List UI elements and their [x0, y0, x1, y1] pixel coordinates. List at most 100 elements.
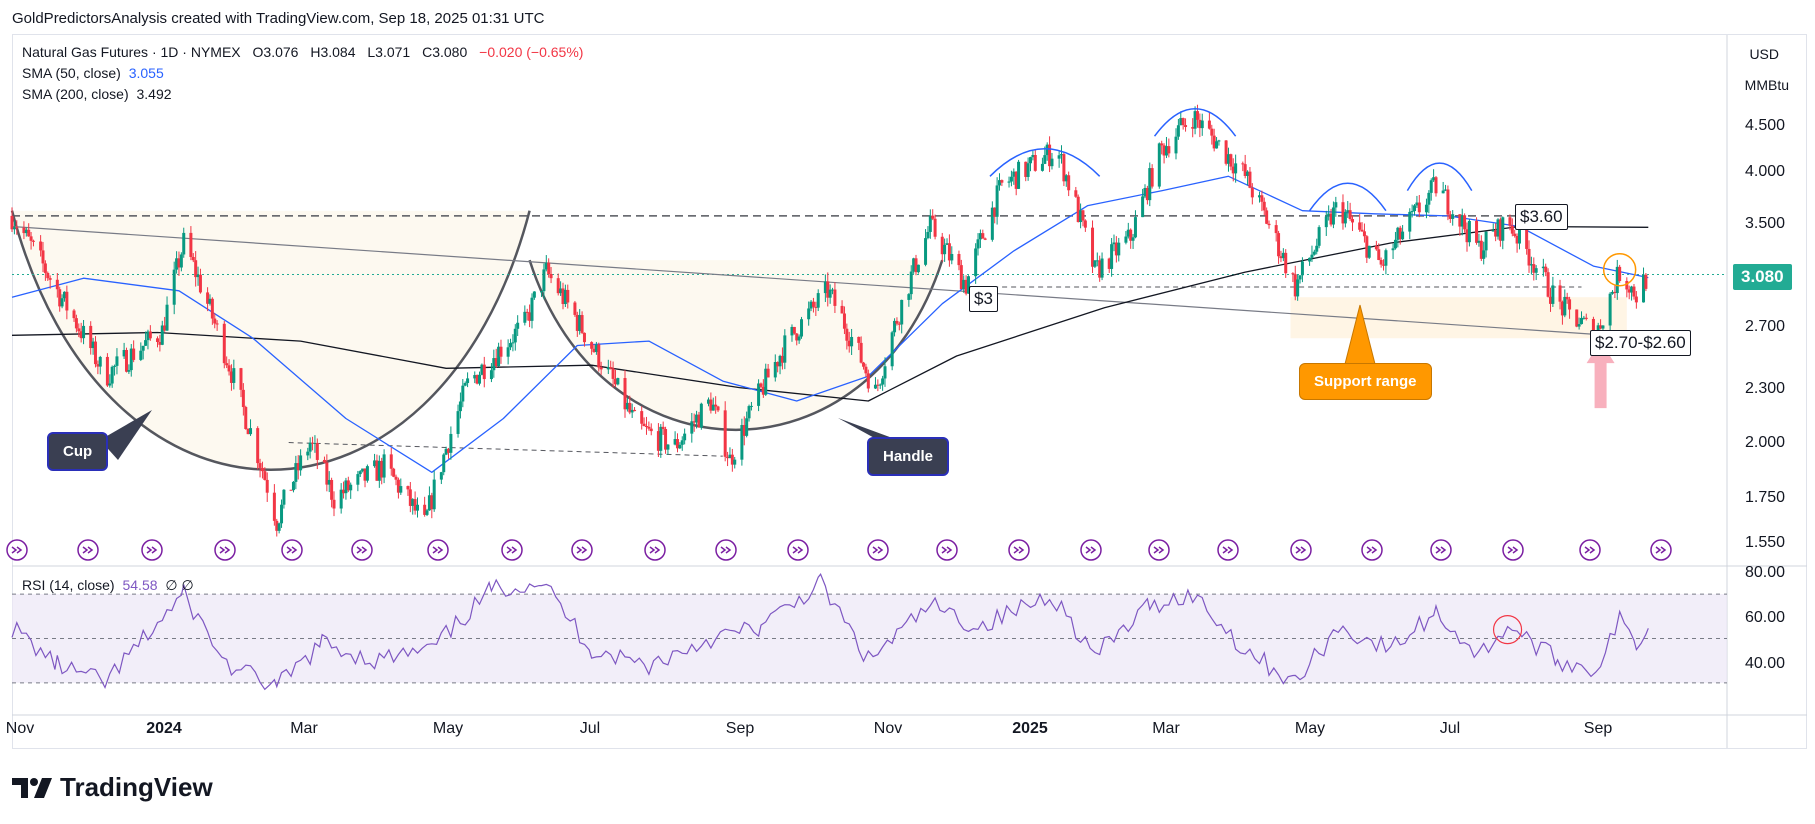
- candle-body: [315, 443, 319, 460]
- price-tick: 3.500: [1745, 215, 1786, 232]
- candle-body: [826, 281, 830, 298]
- candle-body: [1246, 171, 1250, 176]
- cup-curve: [10, 210, 531, 471]
- candle-body: [1284, 252, 1288, 274]
- price-tick: 2.300: [1745, 380, 1786, 397]
- candle-body: [1062, 154, 1066, 182]
- candle-body: [993, 207, 997, 217]
- candle-body: [1379, 259, 1383, 265]
- event-marker-glyph: [872, 546, 884, 554]
- candle-body: [1343, 212, 1347, 224]
- tradingview-logo[interactable]: TradingView: [12, 772, 213, 803]
- candle-body: [415, 504, 419, 511]
- candle-body: [1391, 248, 1395, 251]
- candle-body: [358, 471, 362, 475]
- candle-body: [974, 248, 978, 277]
- candle-body: [1050, 158, 1054, 167]
- candle-body: [1615, 266, 1619, 294]
- candle-body: [449, 433, 453, 453]
- candle-body: [1315, 245, 1319, 252]
- candle-body: [439, 472, 443, 480]
- candle-body: [797, 336, 801, 341]
- candle-body: [58, 289, 62, 307]
- ohlc-change: −0.020 (−0.65%): [479, 44, 584, 60]
- chart-frame: [12, 34, 1807, 749]
- candle-body: [413, 499, 417, 511]
- candle-body: [1231, 166, 1235, 174]
- candle-body: [1384, 250, 1388, 266]
- candle-body: [575, 314, 579, 331]
- currency-label[interactable]: USD: [1749, 46, 1779, 62]
- cup-callout-pointer: [100, 410, 152, 460]
- candle-body: [79, 331, 83, 339]
- candle-body: [1331, 207, 1335, 225]
- candle-body: [964, 279, 968, 294]
- candle-body: [1558, 285, 1562, 302]
- candle-body: [239, 368, 243, 390]
- candle-body: [630, 409, 634, 413]
- price-tick: 1.550: [1745, 534, 1786, 551]
- candle-body: [723, 410, 727, 457]
- candle-body: [530, 297, 534, 321]
- candle-body: [1429, 180, 1433, 193]
- candle-body: [1174, 136, 1178, 154]
- event-marker-glyph: [576, 546, 588, 554]
- candle-body: [582, 332, 586, 343]
- candle-body: [1110, 244, 1114, 269]
- candle-body: [616, 378, 620, 385]
- candle-body: [609, 367, 613, 369]
- candle-body: [1382, 264, 1386, 266]
- candle-body: [606, 367, 610, 370]
- candle-body: [1312, 251, 1316, 255]
- candle-body: [475, 375, 479, 384]
- price-tick: 2.000: [1745, 434, 1786, 451]
- candle-body: [776, 362, 780, 367]
- candle-body: [1241, 163, 1245, 165]
- candle-body: [1517, 226, 1521, 244]
- candle-body: [764, 368, 768, 395]
- candle-body: [1625, 280, 1629, 290]
- candle-body: [382, 454, 386, 478]
- candle-body: [280, 504, 284, 524]
- candle-body: [129, 348, 133, 371]
- level-3-label: $3: [969, 286, 998, 312]
- candle-body: [1260, 195, 1264, 202]
- candle-body: [172, 269, 176, 305]
- candle-body: [1568, 299, 1572, 310]
- candle-body: [461, 385, 465, 402]
- candle-body: [74, 318, 78, 329]
- candle-body: [1510, 225, 1514, 234]
- candle-body: [559, 288, 563, 294]
- candle-body: [931, 215, 935, 219]
- time-tick-year: 2025: [1012, 720, 1048, 737]
- candle-body: [29, 236, 33, 241]
- candle-body: [344, 480, 348, 494]
- event-marker-glyph: [1085, 546, 1097, 554]
- candle-body: [1083, 220, 1087, 228]
- handle-callout-pointer: [838, 418, 898, 440]
- candle-body: [77, 328, 81, 332]
- candle-body: [10, 215, 14, 230]
- candle-body: [260, 467, 264, 472]
- candle-body: [342, 489, 346, 494]
- candle-body: [873, 384, 877, 389]
- time-tick-year: 2024: [146, 720, 182, 737]
- candle-body: [24, 229, 28, 234]
- candle-body: [792, 326, 796, 334]
- sma200-label: SMA (200, close): [22, 86, 129, 102]
- symbol-name: Natural Gas Futures · 1D · NYMEX: [22, 44, 241, 60]
- candle-body: [859, 342, 863, 363]
- candle-body: [1091, 227, 1095, 267]
- rsi-highlight-circle: [1492, 615, 1523, 645]
- candle-body: [1117, 242, 1121, 256]
- candle-body: [711, 404, 715, 411]
- candle-body: [1458, 214, 1462, 227]
- candle-body: [730, 454, 734, 465]
- candle-body: [122, 349, 126, 357]
- candle-body: [578, 315, 582, 331]
- candle-body: [1145, 187, 1149, 201]
- candle-body: [1642, 274, 1646, 303]
- unit-label[interactable]: MMBtu: [1744, 77, 1789, 93]
- candle-body: [432, 479, 436, 510]
